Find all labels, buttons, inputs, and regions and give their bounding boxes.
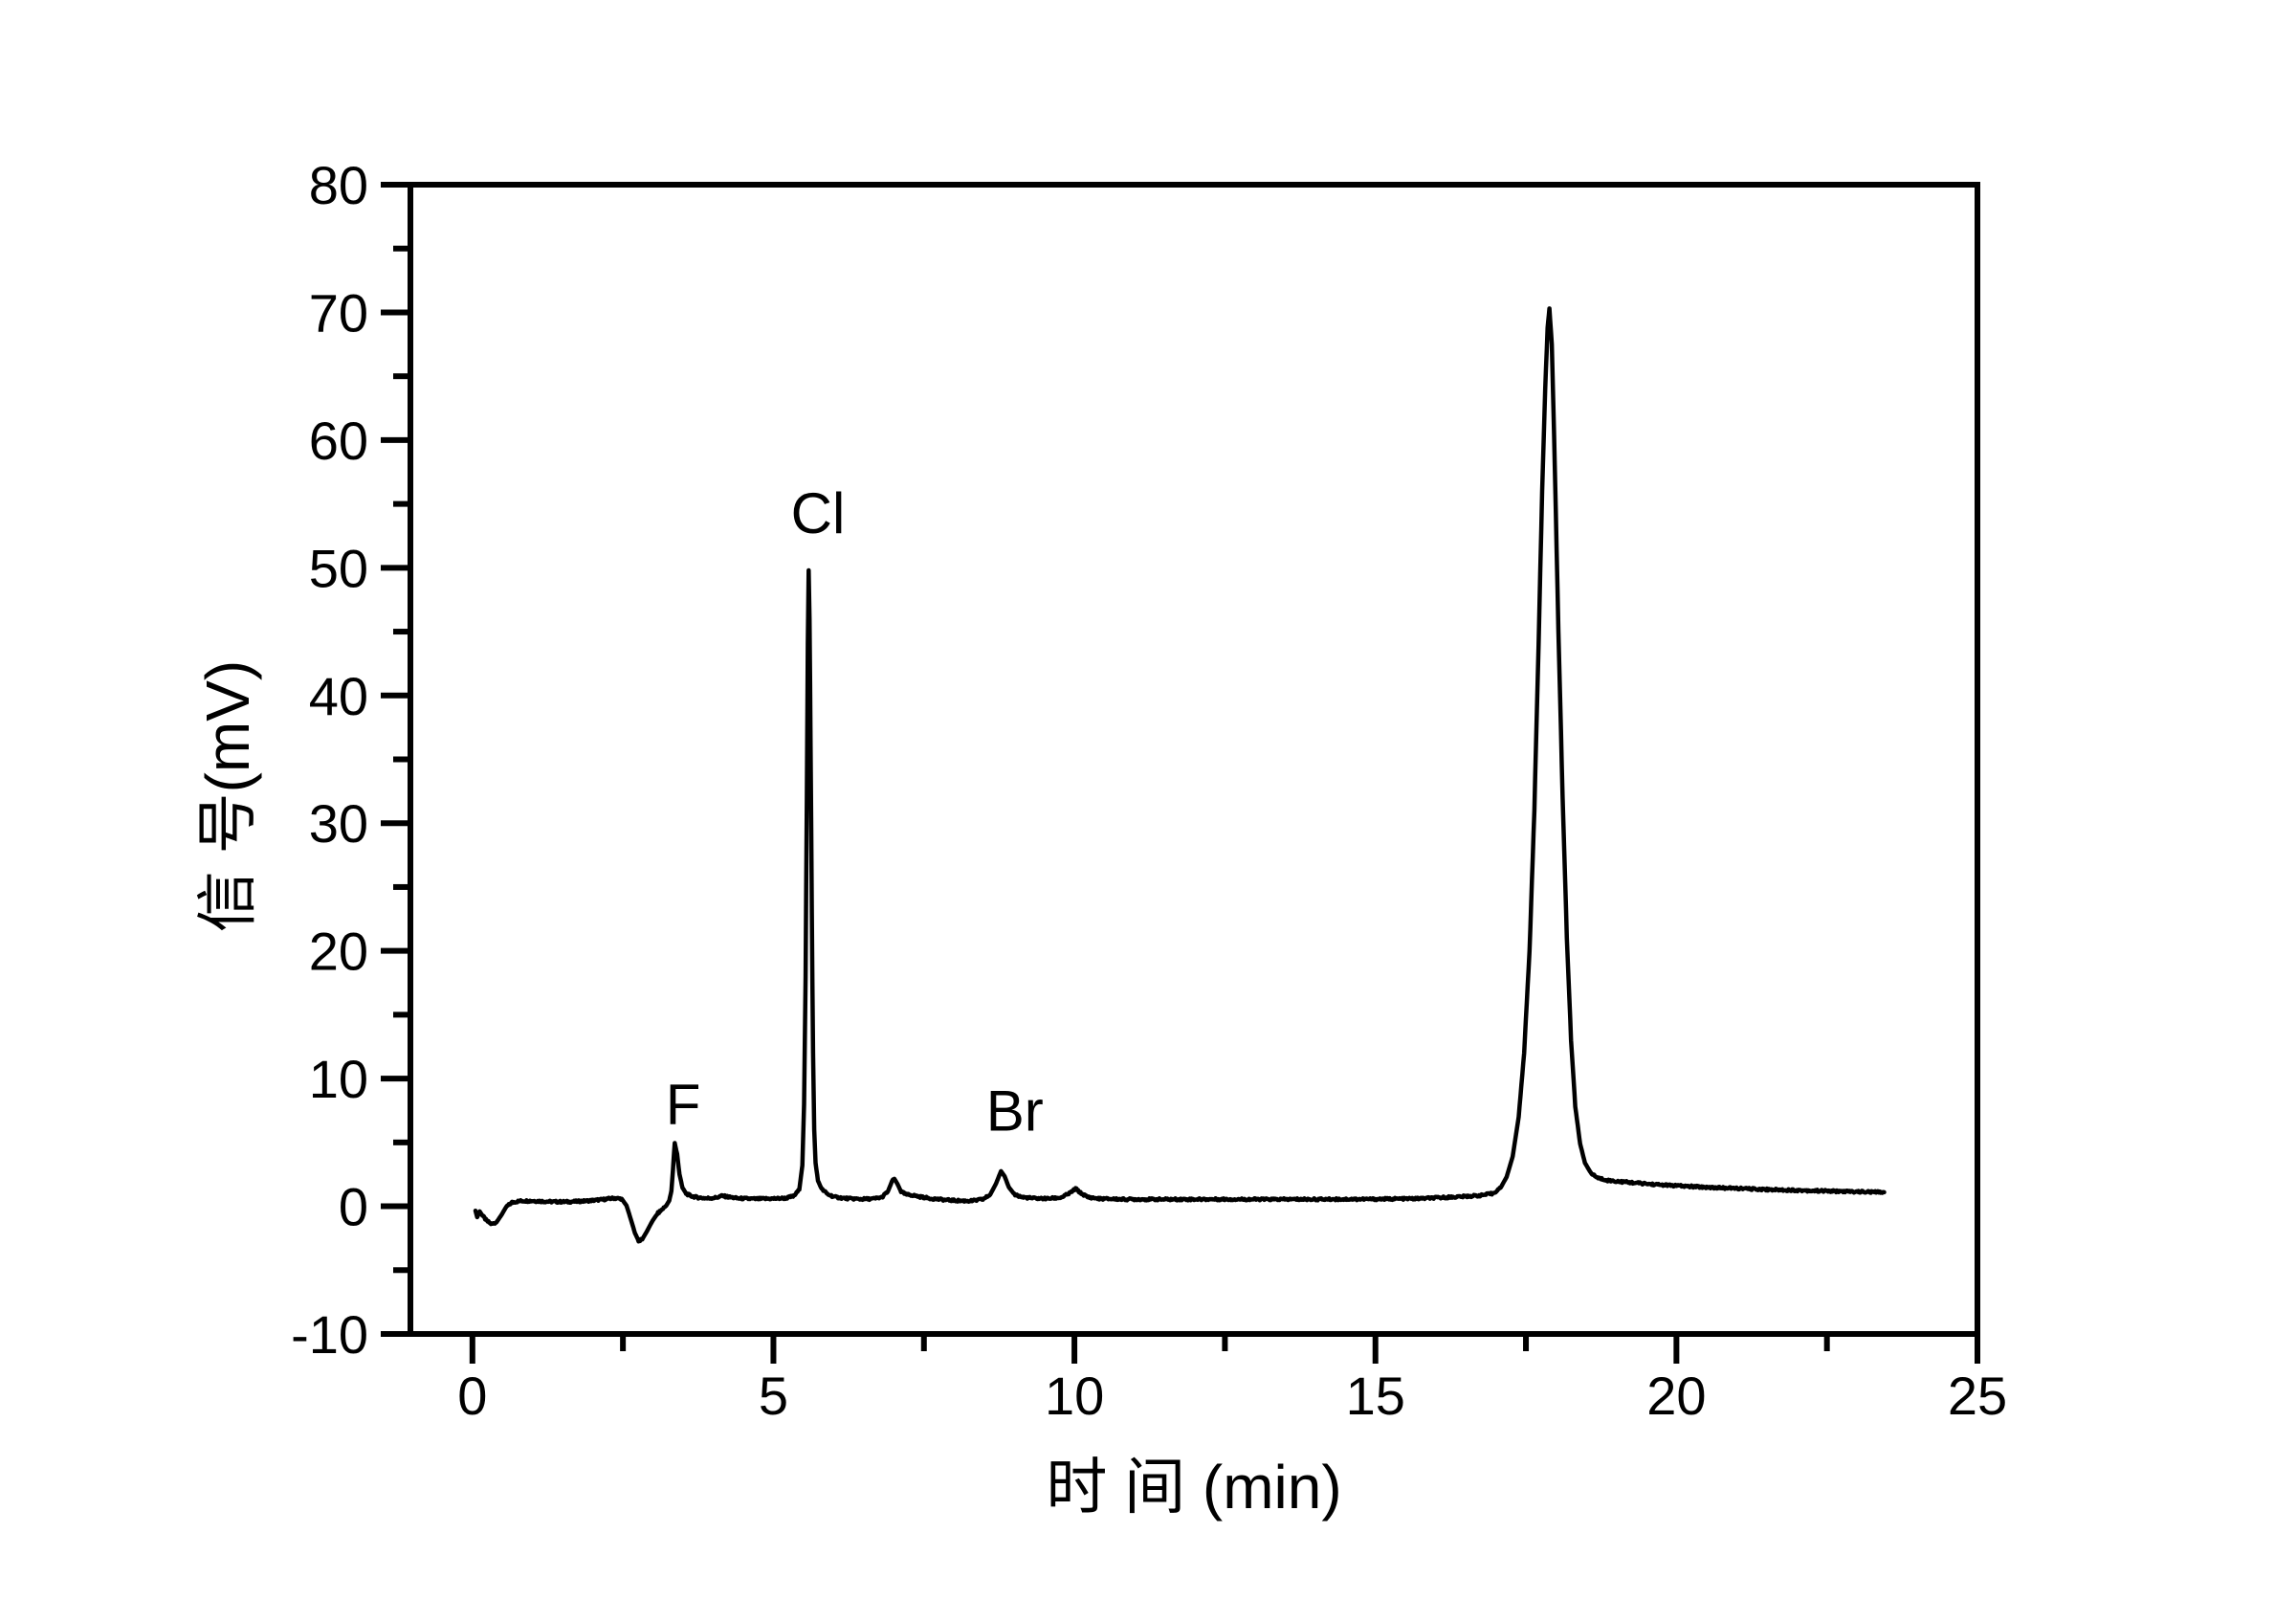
peak-label-cl: Cl [791,481,846,545]
x-tick-label: 20 [1646,1366,1706,1426]
y-tick-label: 80 [309,155,368,215]
x-axis-title: 时 间 (min) [1046,1453,1341,1522]
y-tick-label: 0 [339,1177,368,1237]
y-tick-label: 20 [309,922,368,982]
x-tick-label: 0 [457,1366,487,1426]
chromatogram-trace [473,306,1887,1244]
x-tick-label: 5 [759,1366,788,1426]
y-tick-label: 10 [309,1049,368,1109]
plot-frame [408,182,1980,1337]
y-axis-title: 信 号(mV) [193,660,262,932]
y-tick-label: 40 [309,666,368,726]
x-tick-label: 10 [1045,1366,1104,1426]
x-tick-label: 25 [1948,1366,2007,1426]
y-tick-label: -10 [291,1304,368,1365]
x-tick-label: 15 [1346,1366,1405,1426]
y-tick-label: 30 [309,793,368,854]
y-tick-label: 50 [309,538,368,598]
y-tick-label: 70 [309,282,368,343]
peak-label-f: F [666,1073,701,1137]
peak-label-br: Br [986,1078,1044,1143]
y-tick-label: 60 [309,411,368,471]
